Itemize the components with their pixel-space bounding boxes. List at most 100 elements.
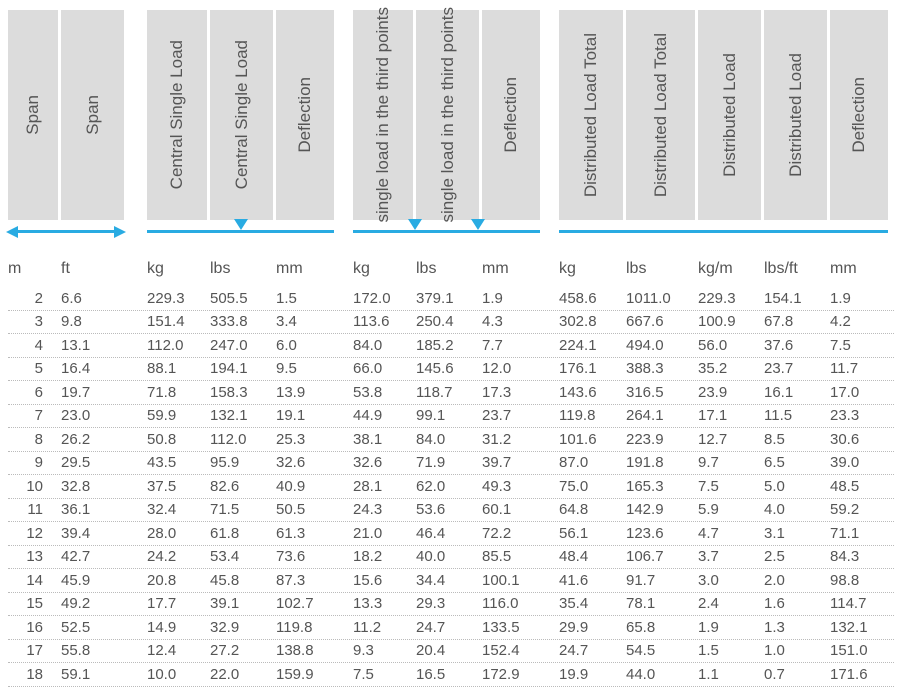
cell-gap bbox=[337, 546, 353, 569]
table-cell: 24.7 bbox=[416, 616, 482, 639]
table-cell: 53.6 bbox=[416, 499, 482, 522]
table-row: 1239.428.061.861.321.046.472.256.1123.64… bbox=[8, 522, 894, 546]
table-cell: 50.8 bbox=[147, 428, 210, 451]
table-cell: 44.0 bbox=[626, 663, 698, 686]
table-cell: 151.0 bbox=[830, 640, 891, 663]
table-cell: 84.0 bbox=[416, 428, 482, 451]
table-cell: 333.8 bbox=[210, 311, 276, 334]
table-cell: 132.1 bbox=[210, 405, 276, 428]
table-row: 26.6229.3505.51.5172.0379.11.9458.61011.… bbox=[8, 287, 894, 311]
table-cell: 159.9 bbox=[276, 663, 337, 686]
table-cell: 23.3 bbox=[830, 405, 891, 428]
table-cell: 28.1 bbox=[353, 475, 416, 498]
table-cell: 114.7 bbox=[830, 593, 891, 616]
cell-gap bbox=[337, 452, 353, 475]
table-cell: 24.3 bbox=[353, 499, 416, 522]
table-cell: 118.7 bbox=[416, 381, 482, 404]
header-cell: Span bbox=[61, 10, 124, 220]
table-cell: 5.0 bbox=[764, 475, 830, 498]
cell-gap bbox=[543, 616, 559, 639]
table-cell: 100.9 bbox=[698, 311, 764, 334]
header-label: Distributed Load Total bbox=[581, 33, 601, 197]
table-cell: 138.8 bbox=[276, 640, 337, 663]
table-cell: 52.5 bbox=[61, 616, 127, 639]
table-cell: 37.6 bbox=[764, 334, 830, 357]
table-cell: 11.5 bbox=[764, 405, 830, 428]
cell-gap bbox=[127, 381, 147, 404]
unit-label: kg bbox=[559, 257, 626, 281]
cell-gap bbox=[543, 593, 559, 616]
table-cell: 224.1 bbox=[559, 334, 626, 357]
units-row: mftkglbsmmkglbsmmkglbskg/mlbs/ftmm bbox=[8, 257, 894, 281]
header-cell: Deflection bbox=[830, 10, 888, 220]
table-cell: 5.9 bbox=[698, 499, 764, 522]
table-cell: 21.0 bbox=[353, 522, 416, 545]
table-row: 1652.514.932.9119.811.224.7133.529.965.8… bbox=[8, 616, 894, 640]
table-cell: 2.5 bbox=[764, 546, 830, 569]
table-cell: 49.2 bbox=[61, 593, 127, 616]
header-label: Deflection bbox=[295, 77, 315, 153]
cell-gap bbox=[543, 452, 559, 475]
unit-label: mm bbox=[482, 257, 543, 281]
table-cell: 61.8 bbox=[210, 522, 276, 545]
unit-label: mm bbox=[830, 257, 891, 281]
table-cell: 32.4 bbox=[147, 499, 210, 522]
table-cell: 154.1 bbox=[764, 287, 830, 310]
cell-gap bbox=[337, 287, 353, 310]
table-cell: 95.9 bbox=[210, 452, 276, 475]
table-cell: 29.5 bbox=[61, 452, 127, 475]
table-cell: 59.1 bbox=[61, 663, 127, 686]
table-cell: 24.7 bbox=[559, 640, 626, 663]
table-cell: 60.1 bbox=[482, 499, 543, 522]
table-cell: 53.8 bbox=[353, 381, 416, 404]
cell-gap bbox=[337, 522, 353, 545]
table-cell: 44.9 bbox=[353, 405, 416, 428]
table-cell: 24.2 bbox=[147, 546, 210, 569]
table-cell: 53.4 bbox=[210, 546, 276, 569]
table-cell: 667.6 bbox=[626, 311, 698, 334]
table-cell: 32.6 bbox=[353, 452, 416, 475]
table-cell: 302.8 bbox=[559, 311, 626, 334]
table-cell: 84.0 bbox=[353, 334, 416, 357]
table-cell: 133.5 bbox=[482, 616, 543, 639]
table-cell: 20.8 bbox=[147, 569, 210, 592]
load-line-icon bbox=[353, 223, 540, 239]
table-cell: 1.0 bbox=[764, 640, 830, 663]
table-cell: 71.5 bbox=[210, 499, 276, 522]
load-table-container: SpanSpanCentral Single LoadCentral Singl… bbox=[8, 10, 894, 687]
header-cell: Central Single Load bbox=[147, 10, 207, 220]
table-cell: 84.3 bbox=[830, 546, 891, 569]
table-cell: 23.0 bbox=[61, 405, 127, 428]
table-cell: 19.9 bbox=[559, 663, 626, 686]
header-gap bbox=[543, 10, 559, 220]
cell-gap bbox=[127, 405, 147, 428]
table-cell: 16.5 bbox=[416, 663, 482, 686]
header-cell: Deflection bbox=[482, 10, 540, 220]
table-cell: 42.7 bbox=[61, 546, 127, 569]
table-cell: 41.6 bbox=[559, 569, 626, 592]
unit-label: kg bbox=[147, 257, 210, 281]
table-cell: 75.0 bbox=[559, 475, 626, 498]
table-row: 826.250.8112.025.338.184.031.2101.6223.9… bbox=[8, 428, 894, 452]
table-cell: 388.3 bbox=[626, 358, 698, 381]
unit-label: lbs bbox=[210, 257, 276, 281]
table-cell: 22.0 bbox=[210, 663, 276, 686]
table-cell: 172.9 bbox=[482, 663, 543, 686]
table-cell: 119.8 bbox=[276, 616, 337, 639]
table-cell: 7.5 bbox=[698, 475, 764, 498]
header-label: Deflection bbox=[501, 77, 521, 153]
table-cell: 505.5 bbox=[210, 287, 276, 310]
table-cell: 1011.0 bbox=[626, 287, 698, 310]
table-row: 1859.110.022.0159.97.516.5172.919.944.01… bbox=[8, 663, 894, 687]
table-cell: 62.0 bbox=[416, 475, 482, 498]
cell-gap bbox=[337, 311, 353, 334]
unit-label: ft bbox=[61, 257, 127, 281]
table-cell: 16.4 bbox=[61, 358, 127, 381]
table-cell: 113.6 bbox=[353, 311, 416, 334]
table-cell: 4.7 bbox=[698, 522, 764, 545]
header-label: single load in the third points bbox=[438, 7, 458, 222]
cell-gap bbox=[127, 616, 147, 639]
table-cell: 132.1 bbox=[830, 616, 891, 639]
table-cell: 8.5 bbox=[764, 428, 830, 451]
table-cell: 6.6 bbox=[61, 287, 127, 310]
